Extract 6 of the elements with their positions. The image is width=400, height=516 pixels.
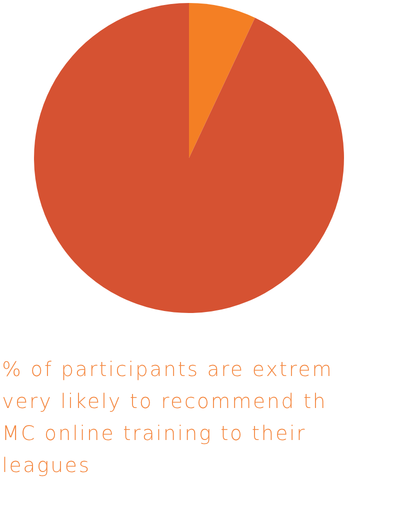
text: leagues <box>2 452 92 479</box>
pie-slice <box>189 3 255 158</box>
text: MC online training to their <box>2 420 308 447</box>
pie-slice <box>34 3 344 313</box>
text: % of participants are extrem <box>2 356 334 383</box>
text: very likely to recommend th <box>2 388 328 415</box>
